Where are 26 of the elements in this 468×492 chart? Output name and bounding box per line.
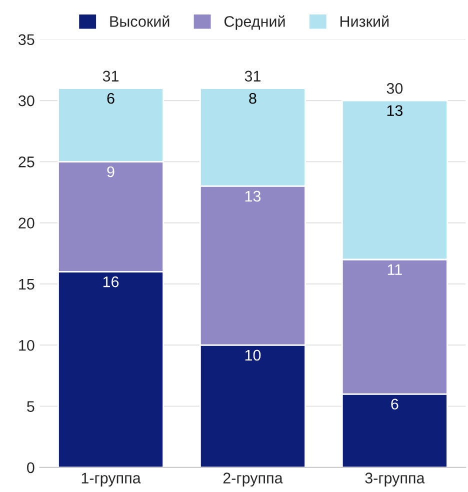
x-tick-label: 1-группа — [82, 472, 141, 487]
y-tick-label: 35 — [18, 34, 34, 46]
legend-label: Низкий — [340, 15, 389, 27]
legend-label: Высокий — [110, 15, 170, 27]
y-tick-label: 20 — [18, 218, 34, 228]
y-tick-label: 0 — [27, 462, 34, 474]
y-tick-label: 30 — [18, 95, 34, 106]
total-label: 30 — [386, 83, 403, 94]
y-tick-label: 15 — [19, 278, 34, 290]
data-label: 13 — [245, 190, 261, 202]
data-label: 16 — [103, 276, 119, 288]
y-tick-label: 5 — [27, 401, 34, 412]
data-label: 11 — [388, 264, 402, 275]
y-tick-label: 10 — [19, 340, 34, 351]
data-label: 10 — [245, 350, 261, 361]
x-tick-label: 3-группа — [365, 472, 425, 487]
data-label: 13 — [387, 105, 403, 116]
total-label: 31 — [102, 70, 119, 82]
x-tick-label: 2-группа — [223, 472, 283, 487]
y-tick-label: 25 — [18, 156, 34, 168]
legend-label: Средний — [224, 15, 285, 30]
total-label: 31 — [244, 70, 260, 82]
data-label: 6 — [107, 92, 114, 104]
data-label: 6 — [391, 398, 398, 410]
data-label: 9 — [107, 166, 114, 178]
data-label: 8 — [249, 92, 256, 104]
